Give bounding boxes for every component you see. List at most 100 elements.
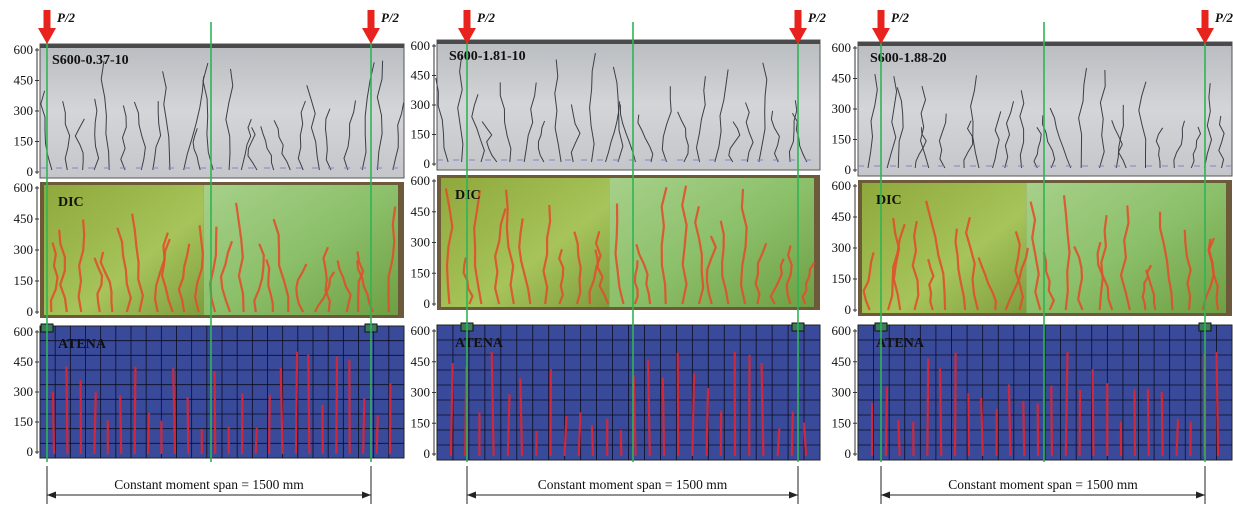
dic-strain-band <box>49 242 59 313</box>
y-axis-row-3: 600 450 300 150 0 <box>411 323 436 461</box>
photo-panel: S600-1.88-20 <box>857 41 1233 177</box>
arrowhead-right-icon <box>362 491 371 499</box>
load-label: P/2 <box>1215 10 1233 25</box>
crack-line <box>192 128 201 171</box>
y-tick-label: 150 <box>411 265 431 280</box>
guide-lines <box>46 22 372 462</box>
fe-crack <box>897 419 901 457</box>
arrowhead-left-icon <box>467 491 476 499</box>
crack-line <box>361 62 375 171</box>
y-tick-label: 300 <box>832 385 852 400</box>
y-tick-label: 300 <box>832 240 852 255</box>
dic-strain-band <box>542 205 552 305</box>
atena-panel: ATENA <box>857 322 1233 461</box>
fe-crack <box>490 351 495 457</box>
arrow-icon <box>872 28 890 44</box>
fe-crack <box>1160 391 1164 457</box>
crack-line <box>919 85 930 169</box>
dic-strain-band <box>785 245 793 305</box>
dic-strain-band <box>801 261 816 305</box>
y-tick-label: 150 <box>832 271 852 286</box>
fe-crack <box>362 398 366 455</box>
dic-panel: DIC <box>858 180 1232 316</box>
fe-crack <box>335 356 339 455</box>
fe-crack <box>1091 369 1095 457</box>
crack-line <box>537 120 546 163</box>
dic-strain-band <box>558 248 565 305</box>
y-tick-label: 450 <box>14 73 34 88</box>
fe-crack <box>464 366 468 457</box>
crack-line <box>481 121 498 163</box>
fe-crack <box>967 393 970 457</box>
dic-strain-band <box>892 217 902 311</box>
crack-line <box>728 121 741 163</box>
crack-line <box>1004 101 1014 169</box>
atena-panel: ATENA <box>39 323 405 459</box>
crack-line <box>770 110 780 163</box>
dic-panel: DIC <box>437 175 820 310</box>
y-tick-label: 0 <box>424 446 431 461</box>
crack-line <box>240 119 252 171</box>
y-tick-label: 150 <box>411 127 431 142</box>
dic-strain-band <box>116 227 132 313</box>
dic-strain-band <box>694 205 705 305</box>
crack-line <box>1099 69 1106 169</box>
crack-line <box>896 87 904 169</box>
dic-strain-band <box>1207 238 1219 311</box>
y-axis-row-2: 600 450 300 150 0 <box>14 180 39 319</box>
crack-line <box>970 75 980 169</box>
crack-line <box>1190 126 1202 169</box>
crack-line <box>992 111 1002 169</box>
y-axis-row-3: 600 450 300 150 0 <box>832 323 857 461</box>
dic-field-left <box>44 185 204 315</box>
arrowhead-right-icon <box>1196 491 1205 499</box>
crack-line <box>93 98 100 171</box>
dic-strain-band <box>131 213 145 313</box>
dic-strain-band <box>1119 205 1131 311</box>
dic-strain-band <box>336 260 352 313</box>
dic-strain-band <box>754 242 768 305</box>
dic-strain-band <box>739 188 748 305</box>
concrete-photo <box>857 41 1233 177</box>
crack-line <box>714 69 729 163</box>
fe-crack <box>1050 385 1054 457</box>
arrow-icon <box>362 28 380 44</box>
crack-line <box>1218 115 1225 169</box>
y-tick-label: 300 <box>411 235 431 250</box>
crack-line <box>1173 120 1185 169</box>
y-tick-label: 0 <box>27 444 34 459</box>
crack-line <box>62 101 71 171</box>
fe-crack <box>1146 388 1150 457</box>
crack-line <box>612 66 624 163</box>
crack-line <box>133 101 146 171</box>
y-tick-label: 150 <box>832 132 852 147</box>
beam-top-edge <box>437 40 820 44</box>
fe-crack <box>93 392 97 455</box>
dic-strain-band <box>99 251 114 313</box>
crack-line <box>886 76 898 169</box>
dic-strain-band <box>77 219 86 313</box>
beam-top-edge <box>858 42 1232 46</box>
fe-crack <box>267 394 271 455</box>
crack-line <box>570 104 581 163</box>
y-axis-row-2: 600 450 300 150 0 <box>411 173 436 311</box>
fe-crack <box>186 397 190 455</box>
y-tick-label: 300 <box>411 97 431 112</box>
dic-strain-band <box>925 200 947 311</box>
load-label: P/2 <box>57 10 76 25</box>
crack-line <box>40 90 53 171</box>
crack-line <box>435 77 449 163</box>
beam-top-edge <box>40 44 404 48</box>
load-arrow-right: P/2 <box>789 10 827 44</box>
crack-line <box>247 127 258 171</box>
arrowhead-left-icon <box>881 491 890 499</box>
dic-strain-band <box>493 208 507 305</box>
dic-strain-band <box>1073 246 1084 311</box>
guide-lines <box>466 22 799 462</box>
y-tick-label: 600 <box>14 180 34 195</box>
atena-label: ATENA <box>876 336 925 351</box>
y-tick-label: 0 <box>424 156 431 171</box>
y-tick-label: 0 <box>845 162 852 177</box>
fe-crack <box>1175 419 1180 457</box>
y-tick-label: 450 <box>14 354 34 369</box>
